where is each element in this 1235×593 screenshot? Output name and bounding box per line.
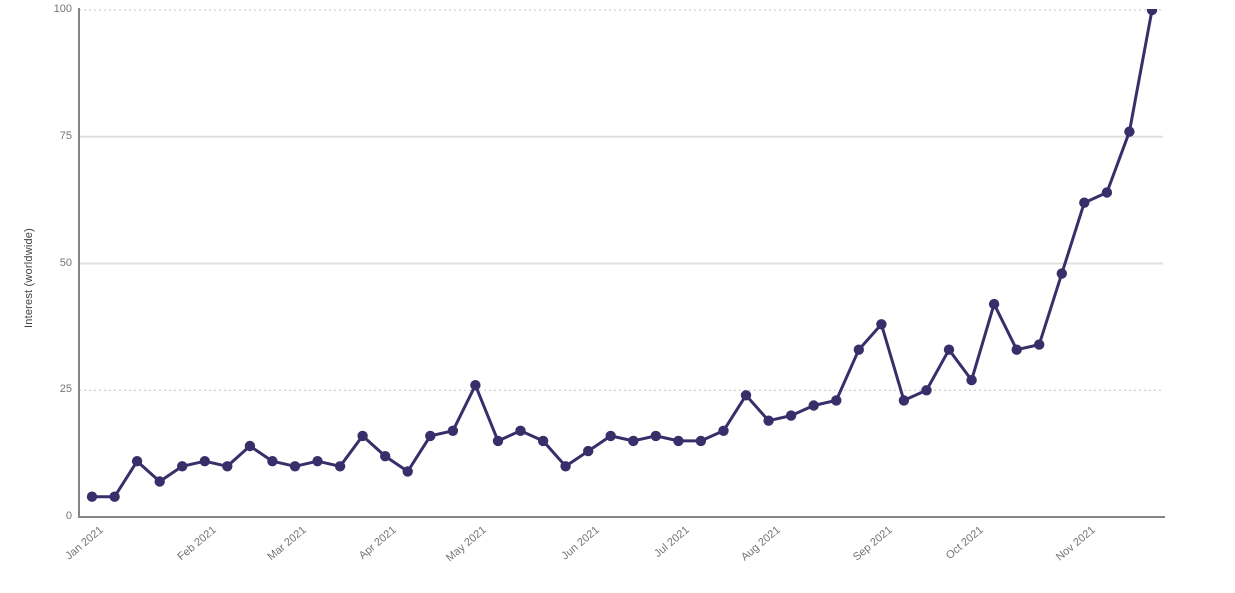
data-point	[380, 451, 391, 462]
data-point	[898, 395, 910, 406]
data-point	[109, 491, 120, 502]
data-point	[1146, 9, 1158, 16]
data-point	[537, 435, 549, 447]
data-point	[763, 415, 774, 426]
data-point	[876, 319, 887, 330]
data-point	[831, 395, 842, 406]
trend-line	[90, 9, 1154, 499]
data-point	[244, 440, 256, 452]
data-point	[86, 491, 98, 502]
data-point	[650, 430, 661, 442]
y-tick-label-75: 75	[59, 129, 72, 142]
data-point	[808, 400, 819, 411]
data-point	[312, 456, 323, 467]
data-point	[357, 430, 368, 442]
data-point	[966, 374, 977, 386]
data-point	[673, 435, 684, 447]
data-point	[1056, 268, 1068, 279]
data-point	[853, 344, 864, 355]
data-point	[402, 466, 413, 477]
data-point	[605, 430, 616, 442]
data-point	[785, 410, 797, 421]
gridlines	[79, 9, 1163, 391]
data-point	[447, 425, 459, 436]
data-point	[1101, 187, 1113, 198]
data-point	[583, 445, 594, 457]
data-point	[1124, 126, 1135, 137]
axes	[78, 8, 1165, 518]
data-point	[199, 456, 210, 467]
data-point	[988, 298, 1000, 310]
trend-line-series	[86, 9, 1158, 502]
data-point	[177, 461, 188, 472]
data-point	[154, 476, 165, 487]
data-point	[1034, 339, 1045, 350]
data-point	[425, 430, 436, 442]
data-point	[718, 425, 729, 436]
data-point	[222, 461, 233, 472]
data-point	[492, 435, 504, 447]
data-point	[628, 435, 639, 447]
data-point	[470, 380, 481, 391]
y-tick-label-100: 100	[53, 3, 72, 15]
y-tick-label-25: 25	[59, 383, 72, 396]
data-point	[560, 461, 571, 472]
data-point	[131, 456, 143, 467]
y-tick-label-50: 50	[59, 256, 72, 269]
data-point	[515, 425, 526, 436]
data-point	[289, 461, 301, 472]
data-point	[1079, 197, 1090, 208]
y-tick-label-0: 0	[65, 510, 72, 522]
data-point	[1011, 344, 1022, 355]
data-point	[921, 385, 932, 396]
data-point	[334, 461, 346, 472]
data-point	[267, 456, 278, 467]
data-point	[695, 435, 707, 447]
data-point	[943, 344, 955, 355]
data-point	[740, 390, 752, 401]
